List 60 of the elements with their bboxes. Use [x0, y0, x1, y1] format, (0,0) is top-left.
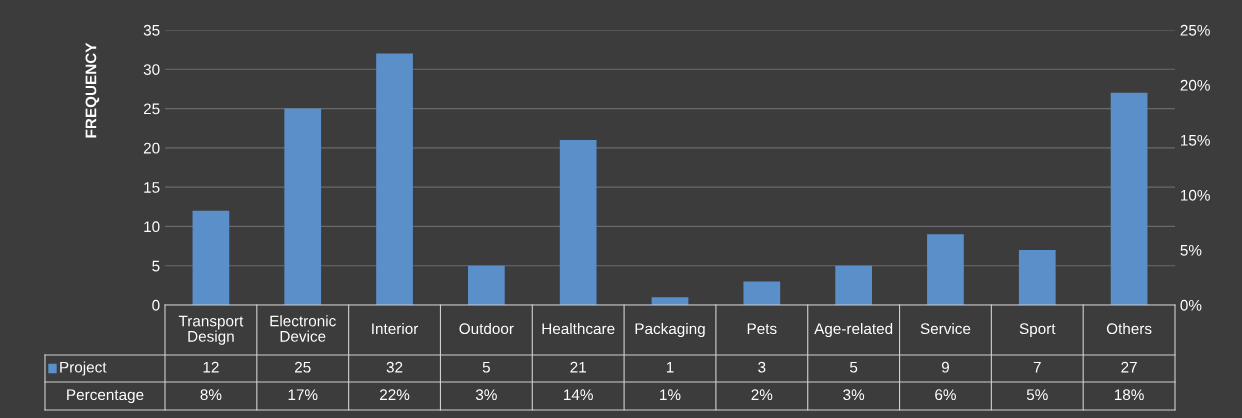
bar: [376, 53, 413, 305]
text: 5%: [1026, 389, 1048, 401]
data-label: 3: [758, 361, 766, 373]
text: 2%: [751, 389, 773, 401]
data-label: 21: [570, 361, 586, 373]
y-tick-label: 20: [143, 142, 160, 154]
text: 3%: [843, 389, 865, 401]
y2-tick-label: 15%: [1181, 134, 1210, 146]
y2-tick-label: 0%: [1180, 299, 1202, 311]
text: 6%: [935, 389, 956, 401]
y2-tick-label: 20%: [1180, 79, 1210, 91]
bar: [835, 265, 872, 305]
x-tick-label: Service: [920, 322, 971, 335]
y-tick-label: 30: [143, 64, 160, 75]
x-tick-label: Pets: [747, 323, 777, 335]
data-label: 1: [666, 361, 674, 373]
y-tick-label: 25: [143, 103, 160, 115]
text: 22%: [380, 389, 410, 401]
y-axis-title: FREQUENCY: [85, 42, 100, 138]
y2-tick-label: 10%: [1181, 189, 1210, 201]
data-label: 5: [482, 361, 490, 373]
x-tick-label: Age-related: [814, 322, 893, 338]
x-tick-label: Sport: [1019, 323, 1056, 338]
bar: [927, 234, 964, 305]
data-label: 12: [203, 361, 219, 373]
y2-tick-label: 25%: [1180, 24, 1210, 36]
bar: [192, 210, 230, 305]
bar: [468, 265, 505, 305]
bar: [284, 108, 322, 305]
data-label: 27: [1121, 361, 1137, 373]
data-label: 25: [295, 361, 311, 373]
y-tick-label: 0: [152, 299, 160, 311]
bar: [1110, 92, 1148, 305]
data-label: 5: [850, 361, 858, 373]
x-tick-label: Healthcare: [542, 322, 615, 335]
text: 1%: [660, 389, 681, 401]
x-tick-label: Others: [1106, 322, 1152, 335]
text: 14%: [564, 389, 593, 401]
x-tick-label: Outdoor: [459, 322, 514, 335]
y-tick-label: 10: [144, 221, 160, 233]
y-tick-label: 5: [152, 260, 160, 272]
x-tick-label: Interior: [372, 322, 419, 335]
text: 8%: [200, 389, 222, 401]
x-tick-label: Electronic Device: [270, 315, 336, 342]
text: Percentage: [67, 389, 144, 404]
bar: [1018, 250, 1056, 305]
text: 3%: [475, 389, 497, 401]
legend-label: Project: [60, 361, 107, 376]
data-label: 7: [1033, 361, 1041, 373]
y2-tick-label: 5%: [1180, 244, 1202, 256]
bar: [743, 281, 781, 305]
y-tick-label: 35: [143, 24, 160, 36]
y-tick-label: 15: [144, 182, 160, 193]
x-tick-label: Transport Design: [178, 315, 244, 345]
text: 18%: [1114, 389, 1144, 401]
x-tick-label: Packaging: [635, 322, 705, 338]
bar: [559, 140, 597, 305]
data-label: 9: [941, 361, 949, 373]
data-label: 32: [386, 361, 403, 373]
text: 17%: [288, 389, 318, 401]
